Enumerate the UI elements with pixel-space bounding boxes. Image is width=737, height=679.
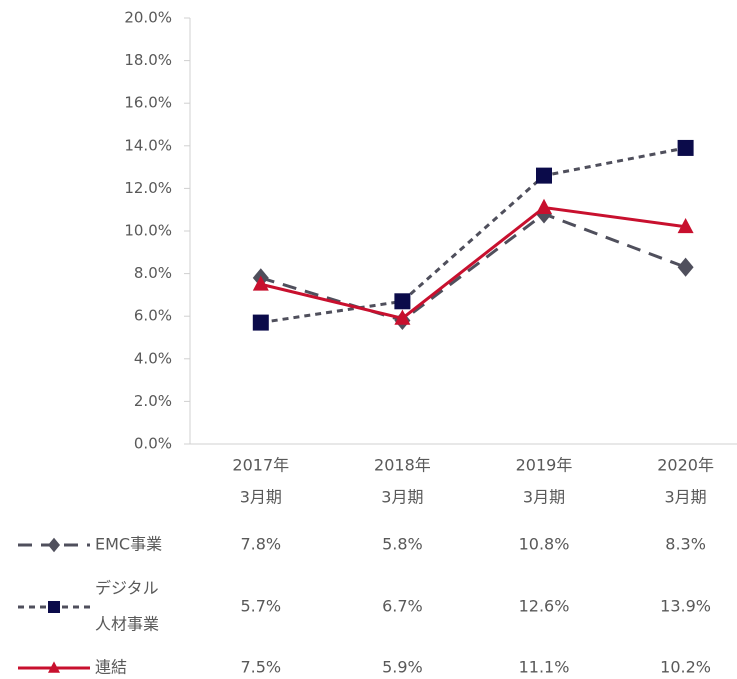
y-tick-label: 2.0%	[134, 392, 172, 410]
x-tick-label: 2019年	[516, 456, 573, 475]
marker	[394, 309, 411, 325]
legend-label: EMC事業	[95, 535, 162, 554]
x-tick-label: 3月期	[381, 488, 423, 507]
legend-label: デジタル	[95, 579, 159, 598]
table-value: 7.8%	[240, 535, 281, 554]
table-value: 13.9%	[660, 597, 711, 616]
table-value: 11.1%	[519, 658, 570, 677]
y-tick-label: 14.0%	[124, 136, 172, 154]
y-tick-label: 10.0%	[124, 222, 172, 240]
x-tick-label: 2020年	[657, 456, 714, 475]
marker	[48, 661, 60, 673]
table-value: 5.7%	[240, 597, 281, 616]
y-tick-label: 18.0%	[124, 51, 172, 69]
marker	[536, 198, 552, 214]
x-tick-label: 2018年	[374, 456, 431, 475]
series-line	[260, 212, 687, 323]
table-value: 5.8%	[382, 535, 423, 554]
table-value: 10.8%	[519, 535, 570, 554]
marker	[536, 167, 552, 184]
x-tick-label: 3月期	[665, 488, 707, 507]
marker	[394, 293, 411, 310]
table-value: 7.5%	[240, 658, 281, 677]
y-tick-label: 0.0%	[134, 435, 172, 453]
table-value: 8.3%	[665, 535, 706, 554]
table-value: 10.2%	[660, 658, 711, 677]
y-tick-label: 20.0%	[124, 9, 172, 27]
x-tick-label: 3月期	[240, 488, 282, 507]
y-tick-label: 16.0%	[124, 94, 172, 112]
y-tick-label: 6.0%	[134, 307, 172, 325]
marker	[677, 217, 694, 234]
marker	[677, 139, 694, 156]
table-value: 12.6%	[519, 597, 570, 616]
y-tick-label: 12.0%	[124, 179, 172, 197]
series-line	[260, 146, 686, 325]
table-value: 6.7%	[382, 597, 423, 616]
x-tick-label: 2017年	[232, 456, 289, 475]
legend-label: 人材事業	[95, 615, 159, 634]
marker	[48, 601, 60, 613]
legend-label: 連結	[95, 658, 127, 677]
marker	[677, 257, 694, 277]
marker	[252, 275, 269, 291]
x-tick-label: 3月期	[523, 488, 565, 507]
y-tick-label: 4.0%	[134, 349, 172, 367]
marker	[252, 314, 269, 331]
y-tick-label: 8.0%	[134, 264, 172, 282]
series-line	[260, 205, 686, 320]
table-value: 5.9%	[382, 658, 423, 677]
marker	[48, 537, 60, 553]
